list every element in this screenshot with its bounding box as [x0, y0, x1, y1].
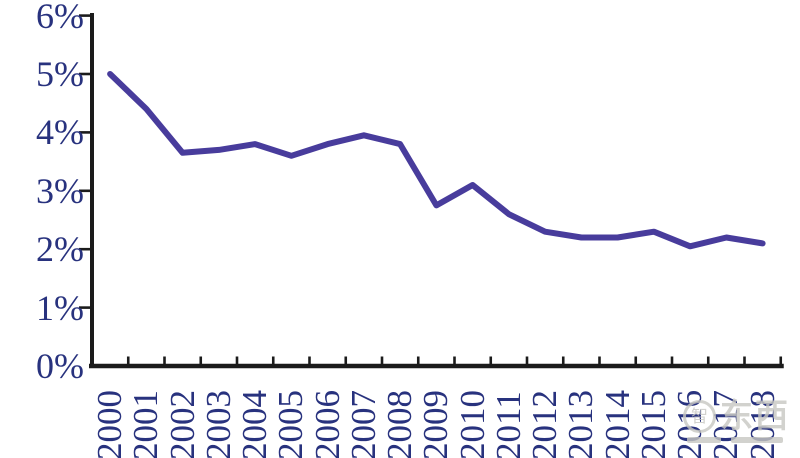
y-tick-label: 2% [36, 229, 84, 270]
y-tick-label: 5% [36, 54, 84, 94]
x-tick-label: 2008 [380, 390, 420, 458]
y-tick-label: 3% [36, 170, 84, 211]
data-line-series [107, 71, 766, 250]
x-tick-label: 2004 [235, 390, 275, 458]
x-tick-label: 2016 [670, 390, 710, 458]
x-tick-label: 2002 [162, 390, 202, 458]
x-tick-label: 2005 [271, 390, 311, 458]
y-tick-label: 1% [36, 287, 84, 328]
x-tick-label: 2006 [307, 390, 347, 458]
x-tick-label: 2015 [633, 390, 673, 458]
x-tick-label: 2011 [488, 391, 528, 458]
x-tick-label: 2017 [706, 390, 746, 458]
x-tick-label: 2013 [561, 390, 601, 458]
x-tick-label: 2000 [90, 390, 130, 458]
y-tick-label: 0% [36, 346, 84, 386]
y-tick-label: 4% [36, 112, 84, 153]
y-tick-label: 6% [36, 0, 84, 36]
x-tick-label: 2001 [126, 390, 166, 458]
x-tick-label: 2014 [597, 390, 637, 458]
x-tick-label: 2007 [343, 390, 383, 458]
x-tick-label: 2018 [742, 390, 782, 458]
x-tick-label: 2012 [525, 390, 565, 458]
x-tick-label: 2010 [452, 390, 492, 458]
x-tick-label: 2003 [198, 390, 238, 458]
x-tick-label: 2009 [416, 390, 456, 458]
